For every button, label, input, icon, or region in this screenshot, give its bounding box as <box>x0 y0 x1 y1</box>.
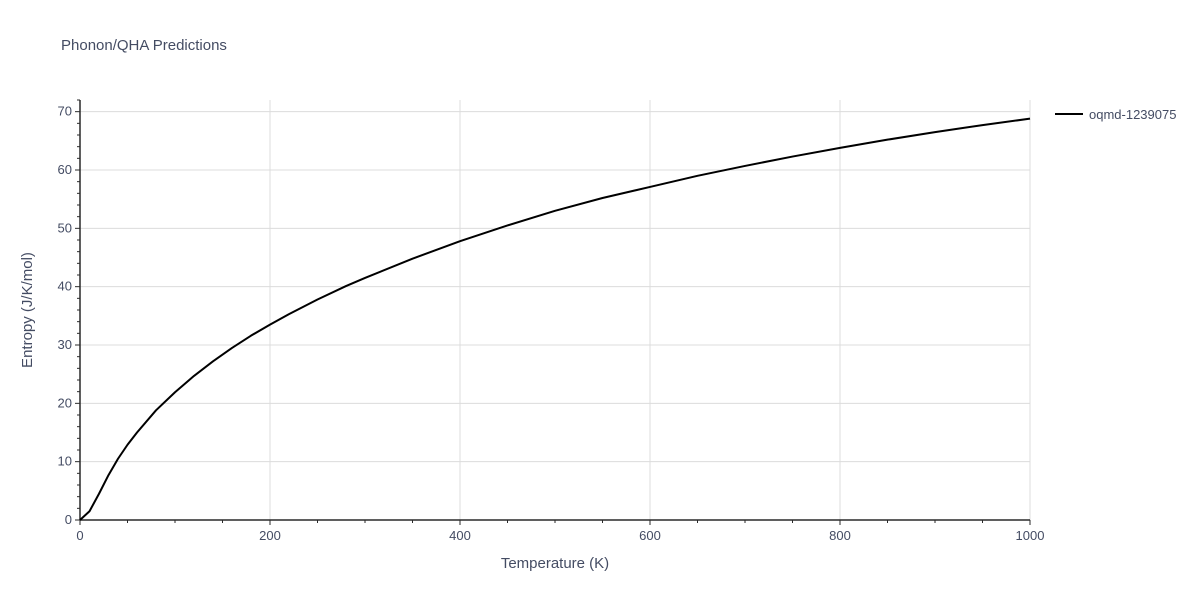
x-tick-label: 0 <box>76 528 83 543</box>
x-tick-label: 200 <box>259 528 281 543</box>
y-tick-label: 40 <box>58 279 72 294</box>
x-tick-label: 800 <box>829 528 851 543</box>
x-tick-label: 1000 <box>1016 528 1045 543</box>
y-tick-label: 30 <box>58 337 72 352</box>
axes-layer: 0 10 20 30 40 50 60 70 0 200 400 600 800 1000 <box>58 99 1045 543</box>
x-axis-title: Temperature (K) <box>501 555 609 572</box>
y-tick-label: 60 <box>58 162 72 177</box>
legend[interactable]: oqmd-1239075 <box>1055 107 1176 122</box>
x-tick-label: 600 <box>639 528 661 543</box>
y-axis-title: Entropy (J/K/mol) <box>19 252 36 368</box>
y-tick-label: 70 <box>58 104 72 119</box>
grid-layer <box>80 100 1031 520</box>
series-line <box>79 117 1031 521</box>
series-layer <box>79 117 1031 521</box>
x-tick-label: 400 <box>449 528 471 543</box>
legend-label: oqmd-1239075 <box>1089 107 1176 122</box>
y-tick-label: 10 <box>58 454 72 469</box>
y-tick-label: 50 <box>58 220 72 235</box>
chart-title: Phonon/QHA Predictions <box>61 37 227 54</box>
y-tick-label: 20 <box>58 395 72 410</box>
y-tick-label: 0 <box>65 512 72 527</box>
